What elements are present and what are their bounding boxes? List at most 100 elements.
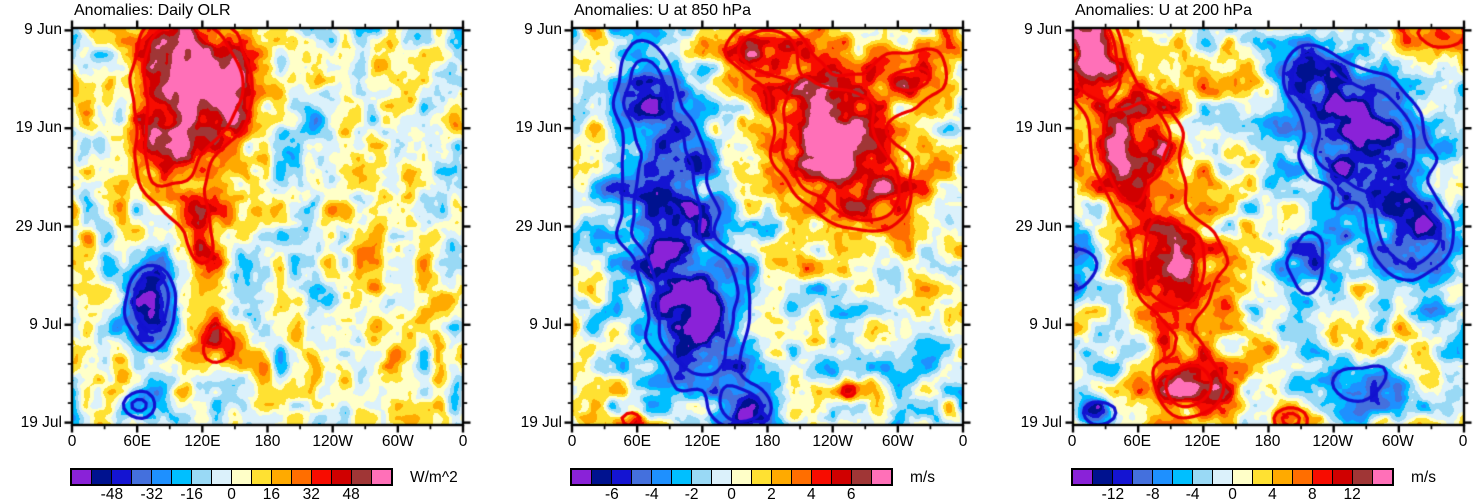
colorbar-cell xyxy=(1153,470,1172,484)
colorbar-cell xyxy=(612,470,631,484)
heatmap-canvas-u850 xyxy=(559,15,976,438)
colorbar-cell xyxy=(252,470,271,484)
x-tick-label: 0 xyxy=(458,433,468,450)
x-tick-label: 0 xyxy=(1067,433,1077,450)
x-tick-label: 120E xyxy=(684,433,721,450)
x-tick-label: 180 xyxy=(1254,433,1281,450)
colorbar-cell xyxy=(712,470,731,484)
colorbar-cell xyxy=(1293,470,1312,484)
colorbar-tick-label: -4 xyxy=(1185,486,1200,501)
colorbar-cell xyxy=(592,470,611,484)
x-tick-label: 60E xyxy=(123,433,151,450)
colorbar-tick-label: 4 xyxy=(806,486,816,501)
x-tick-label: 0 xyxy=(67,433,77,450)
colorbar-cell xyxy=(292,470,311,484)
colorbar-cell xyxy=(832,470,851,484)
colorbar-tick-label: 4 xyxy=(1268,486,1277,501)
y-tick-label: 19 Jul xyxy=(1020,413,1062,431)
colorbar-cell xyxy=(72,470,91,484)
colorbar-cell xyxy=(1213,470,1232,484)
colorbar-cell xyxy=(1233,470,1252,484)
x-tick-label: 120W xyxy=(1312,433,1353,450)
y-tick-label: 19 Jun xyxy=(15,119,62,137)
colorbar-cell xyxy=(332,470,351,484)
colorbar-cell xyxy=(1093,470,1112,484)
colorbar-cell xyxy=(772,470,791,484)
colorbar-cell xyxy=(1193,470,1212,484)
x-tick-label: 60E xyxy=(623,433,651,450)
x-tick-label: 180 xyxy=(254,433,281,450)
colorbar-unit-u850: m/s xyxy=(910,469,935,486)
colorbar-cell xyxy=(752,470,771,484)
colorbar-tick-label: 32 xyxy=(302,486,320,501)
colorbar-labels-u200: -12 -8 -4 0 4 8 12 xyxy=(1071,486,1394,501)
colorbar-labels-u850: -6 -4 -2 0 2 4 6 xyxy=(570,486,893,501)
x-tick-label: 120E xyxy=(184,433,221,450)
colorbar-cell xyxy=(1253,470,1272,484)
panel-title-olr: Anomalies: Daily OLR xyxy=(74,2,231,19)
colorbar-tick-label: -16 xyxy=(180,486,203,501)
x-tick-label: 120W xyxy=(312,433,353,450)
colorbar-cell xyxy=(312,470,331,484)
colorbar-cell xyxy=(872,470,891,484)
colorbar-cell xyxy=(812,470,831,484)
colorbar-cell xyxy=(172,470,191,484)
colorbar-tick-label: 8 xyxy=(1307,486,1317,501)
colorbar-u200 xyxy=(1071,468,1394,486)
colorbar-tick-label: -8 xyxy=(1145,486,1160,501)
y-tick-label: 29 Jun xyxy=(515,217,562,235)
y-tick-label: 9 Jun xyxy=(1024,21,1062,39)
panel-title-u200: Anomalies: U at 200 hPa xyxy=(1075,2,1252,19)
colorbar-cell xyxy=(1073,470,1092,484)
x-tick-label: 120E xyxy=(1184,433,1221,450)
panel-title-u850: Anomalies: U at 850 hPa xyxy=(574,2,751,19)
colorbar-cell xyxy=(652,470,671,484)
colorbar-cell xyxy=(112,470,131,484)
y-tick-label: 19 Jul xyxy=(520,413,562,431)
x-tick-label: 180 xyxy=(754,433,781,450)
colorbar-cell xyxy=(132,470,151,484)
colorbar-cell xyxy=(692,470,711,484)
colorbar-cell xyxy=(92,470,111,484)
colorbar-cell xyxy=(1313,470,1332,484)
heatmap-canvas-olr xyxy=(59,15,476,438)
x-tick-label: 60W xyxy=(381,433,414,450)
colorbar-olr xyxy=(70,468,393,486)
y-tick-label: 29 Jun xyxy=(15,217,62,235)
colorbar-tick-label: 0 xyxy=(227,486,236,501)
x-tick-label: 60W xyxy=(881,433,914,450)
colorbar-cell xyxy=(852,470,871,484)
y-tick-label: 9 Jul xyxy=(1029,315,1062,333)
y-tick-label: 9 Jul xyxy=(29,315,62,333)
colorbar-cell xyxy=(372,470,391,484)
x-tick-label: 0 xyxy=(567,433,577,450)
y-tick-label: 19 Jun xyxy=(515,119,562,137)
heatmap-canvas-u200 xyxy=(1060,15,1473,438)
colorbar-tick-label: -4 xyxy=(644,486,659,501)
colorbar-tick-label: 0 xyxy=(727,486,736,501)
colorbar-tick-label: -48 xyxy=(100,486,124,501)
colorbar-cell xyxy=(1333,470,1352,484)
y-tick-label: 9 Jun xyxy=(524,21,562,39)
colorbar-cell xyxy=(732,470,751,484)
colorbar-tick-label: 2 xyxy=(767,486,776,501)
colorbar-tick-label: -2 xyxy=(684,486,699,501)
colorbar-cell xyxy=(272,470,291,484)
colorbar-cell xyxy=(212,470,231,484)
y-tick-label: 19 Jul xyxy=(20,413,62,431)
colorbar-cell xyxy=(352,470,371,484)
x-tick-label: 0 xyxy=(958,433,968,450)
colorbar-cell xyxy=(192,470,211,484)
colorbar-tick-label: 0 xyxy=(1228,486,1237,501)
colorbar-cell xyxy=(1373,470,1392,484)
colorbar-cell xyxy=(232,470,251,484)
colorbar-tick-label: 12 xyxy=(1343,486,1361,501)
colorbar-tick-label: -12 xyxy=(1101,486,1125,501)
colorbar-cell xyxy=(672,470,691,484)
colorbar-tick-label: -6 xyxy=(604,486,619,501)
colorbar-cell xyxy=(1353,470,1372,484)
colorbar-labels-olr: -48 -32 -16 0 16 32 48 xyxy=(70,486,393,501)
y-tick-label: 19 Jun xyxy=(1015,119,1062,137)
colorbar-cell xyxy=(1173,470,1192,484)
